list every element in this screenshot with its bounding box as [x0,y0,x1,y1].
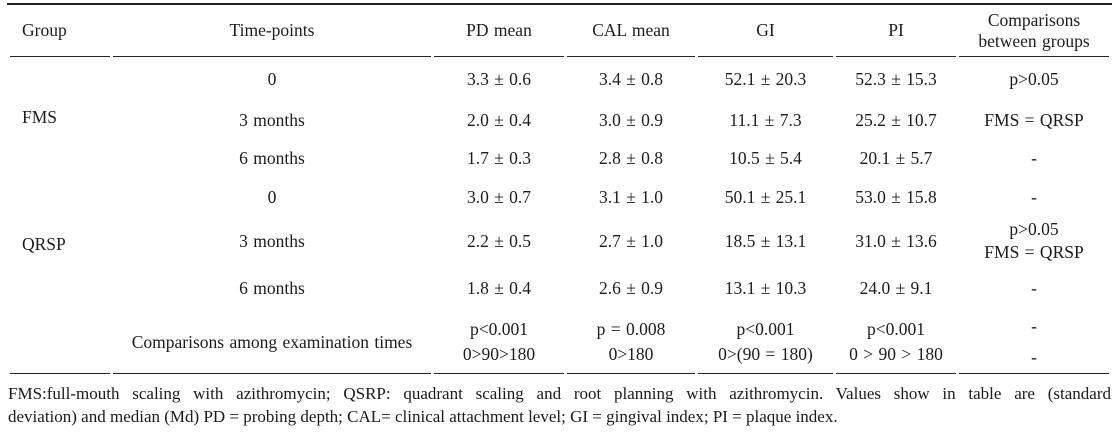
cell-pd-summary: p<0.001 0>90>180 [434,311,564,374]
cell-time: 0 [267,68,277,89]
cell-cal: 2.8 ± 0.8 [598,147,664,168]
cell-cal: 3.4 ± 0.8 [598,68,664,89]
cell-pd: 3.3 ± 0.6 [466,68,532,89]
col-header-group: Group [10,5,110,57]
cell-pi: 31.0 ± 13.6 [855,230,937,251]
cell-comparison: p>0.05 [1009,68,1059,89]
footnote-line-2: deviation) and median (Md) PD = probing … [8,406,838,426]
table-row-qrsp-0: QRSP 0 3.0 ± 0.7 3.1 ± 1.0 50.1 ± 25.1 5… [10,177,1109,254]
cell-pi: 24.0 ± 9.1 [859,277,933,298]
cell-gi: 10.5 ± 5.4 [729,147,802,168]
cell-pd: 1.7 ± 0.3 [466,147,532,168]
table-row-qrsp-6months: 6 months 1.8 ± 0.4 2.6 ± 0.9 13.1 ± 10.3… [10,265,1109,311]
cell-pi-summary: p<0.001 0 > 90 > 180 [836,311,956,374]
cell-gi: 52.1 ± 20.3 [724,68,807,89]
cell-pd: 2.0 ± 0.4 [466,109,532,130]
empty-cell [10,311,110,374]
results-table: Group Time-points PD mean CAL mean GI PI… [7,5,1112,374]
footnote-line-1: FMS:full-mouth scaling with azithromycin… [8,384,1111,403]
header-row: Group Time-points PD mean CAL mean GI PI… [10,5,1109,57]
col-header-cal-mean: CAL mean [567,5,695,57]
col-header-gi: GI [698,5,833,57]
cell-time: 6 months [239,277,305,298]
cell-cal: 3.1 ± 1.0 [598,186,664,207]
cell-comparison: - [1031,277,1037,298]
cell-cal: 2.6 ± 0.9 [598,277,664,298]
cell-comparison: p>0.05 FMS = QRSP [984,219,1084,262]
cell-comparison-summary: - - [959,311,1109,374]
table-footnote: FMS:full-mouth scaling with azithromycin… [8,383,1111,428]
cell-pd: 3.0 ± 0.7 [466,186,532,207]
cell-cal-summary: p = 0.008 0>180 [567,311,695,374]
cell-gi: 18.5 ± 13.1 [724,230,807,251]
cell-pi: 20.1 ± 5.7 [859,147,933,168]
cell-gi: 13.1 ± 10.3 [724,277,807,298]
col-header-pi: PI [836,5,956,57]
table-row-fms-0: FMS 0 3.3 ± 0.6 3.4 ± 0.8 52.1 ± 20.3 52… [10,57,1109,127]
table-row-summary: Comparisons among examination times p<0.… [10,311,1109,374]
col-header-time-points: Time-points [113,5,431,57]
cell-time: 3 months [239,109,305,130]
group-label-fms: FMS [22,106,58,127]
cell-comparison: FMS = QRSP [984,109,1084,130]
table-row-qrsp-3months: 3 months 2.2 ± 0.5 2.7 ± 1.0 18.5 ± 13.1… [10,217,1109,265]
cell-cal: 2.7 ± 1.0 [598,230,664,251]
cell-pi: 52.3 ± 15.3 [855,68,937,89]
cell-pi: 53.0 ± 15.8 [855,186,937,207]
cell-time: 0 [267,186,277,207]
cell-pd: 1.8 ± 0.4 [466,277,532,298]
col-header-comparisons: Comparisons between groups [959,5,1109,57]
cell-cal: 3.0 ± 0.9 [598,109,664,130]
cell-pd: 2.2 ± 0.5 [466,230,532,251]
col-header-pd-mean: PD mean [434,5,564,57]
cell-pi: 25.2 ± 10.7 [855,109,937,130]
cell-time: 6 months [239,147,305,168]
cell-comparison: - [1031,186,1037,207]
cell-comparison: - [1031,147,1037,168]
table-row-fms-3months: 3 months 2.0 ± 0.4 3.0 ± 0.9 11.1 ± 7.3 … [10,101,1109,139]
cell-gi: 50.1 ± 25.1 [724,186,807,207]
results-table-wrap: Group Time-points PD mean CAL mean GI PI… [7,3,1112,374]
summary-label: Comparisons among examination times [113,311,431,374]
cell-time: 3 months [239,230,305,251]
group-label-qrsp: QRSP [22,233,66,254]
cell-gi: 11.1 ± 7.3 [729,109,802,130]
table-row-fms-6months: 6 months 1.7 ± 0.3 2.8 ± 0.8 10.5 ± 5.4 … [10,139,1109,177]
cell-gi-summary: p<0.001 0>(90 = 180) [698,311,833,374]
